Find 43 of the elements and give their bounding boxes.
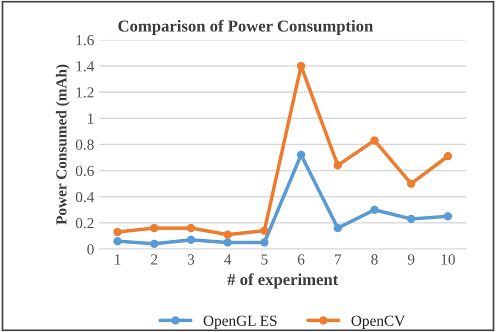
x-tick-label: 5 <box>261 254 268 265</box>
point <box>334 224 342 232</box>
point <box>186 224 196 232</box>
point <box>260 238 269 247</box>
y-axis-title: Power Consumed (mAh) <box>56 64 70 225</box>
y-tick-label: 1.2 <box>76 87 94 98</box>
x-tick-label: 7 <box>334 254 342 264</box>
point <box>186 236 196 244</box>
y-tick-label: 1 <box>88 113 94 124</box>
y-tick-label: 0 <box>87 244 94 254</box>
point <box>223 230 232 239</box>
legend-label: OpenCV <box>352 316 406 329</box>
point <box>370 206 379 214</box>
y-tick-label: 0.6 <box>76 166 94 176</box>
point <box>444 152 452 160</box>
x-tick-label: 3 <box>188 254 194 265</box>
point <box>444 212 452 220</box>
point <box>260 226 269 235</box>
y-tick-label: 0.8 <box>76 140 94 150</box>
y-tick-label: 0.4 <box>76 192 94 202</box>
y-tick-label: 1.6 <box>76 35 94 46</box>
legend-label: OpenGL ES <box>204 316 277 329</box>
chart-title: Comparison of Power Consumption <box>118 20 374 36</box>
y-tick-label: 1.4 <box>76 61 94 72</box>
x-tick-label: 2 <box>151 254 158 264</box>
point <box>113 236 122 246</box>
x-tick-label: 10 <box>442 254 455 265</box>
point <box>150 240 158 248</box>
point <box>407 214 416 224</box>
point <box>370 136 379 145</box>
x-tick-label: 9 <box>408 254 414 265</box>
point <box>150 224 158 232</box>
point <box>113 228 122 236</box>
y-tick-label: 0.2 <box>76 218 94 228</box>
point <box>296 62 306 70</box>
point <box>334 161 342 170</box>
point <box>407 179 416 188</box>
x-axis-title: # of experiment <box>227 273 338 289</box>
x-tick-label: 4 <box>224 254 232 264</box>
point <box>223 238 232 247</box>
x-tick-label: 1 <box>115 254 120 264</box>
x-tick-label: 8 <box>371 254 378 265</box>
x-tick-label: 6 <box>298 254 304 265</box>
